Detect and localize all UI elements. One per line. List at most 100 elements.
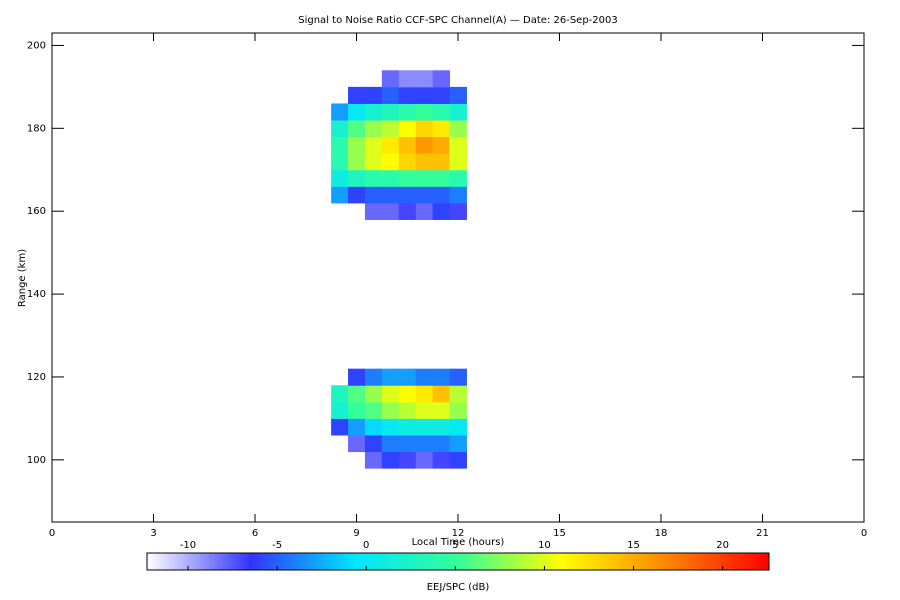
x-tick-label: 9 <box>353 528 359 539</box>
heatmap-cell <box>398 70 417 88</box>
heatmap-cell <box>348 86 366 104</box>
heatmap-cell <box>449 103 467 121</box>
heatmap-cell <box>331 186 349 204</box>
heatmap-cell <box>449 202 467 220</box>
heatmap-cell <box>381 103 400 121</box>
heatmap-cell <box>398 385 417 403</box>
heatmap-cell <box>364 120 383 138</box>
heatmap-cell <box>331 385 349 403</box>
heatmap-cell <box>449 401 467 419</box>
heatmap-cell <box>398 401 417 419</box>
heatmap-cell <box>381 70 400 88</box>
heatmap-cell <box>381 186 400 204</box>
heatmap-cell <box>432 186 451 204</box>
heatmap-cell <box>381 120 400 138</box>
heatmap-cell <box>432 86 451 104</box>
x-tick-label: 6 <box>252 528 258 539</box>
heatmap-cell <box>432 202 451 220</box>
heatmap-cell <box>348 418 366 436</box>
heatmap-cell <box>415 120 434 138</box>
heatmap-cell <box>415 103 434 121</box>
colorbar-tick-label: 10 <box>538 540 551 551</box>
heatmap-cell <box>432 169 451 187</box>
heatmap-cell <box>415 136 434 154</box>
heatmap-cell <box>432 136 451 154</box>
heatmap-cell <box>364 401 383 419</box>
heatmap-cell <box>449 368 467 386</box>
colorbar-tick-label: -10 <box>180 540 196 551</box>
heatmap-cell <box>348 120 366 138</box>
heatmap-cell <box>381 418 400 436</box>
heatmap-cell <box>331 136 349 154</box>
heatmap-cell <box>331 418 349 436</box>
heatmap-cell <box>415 385 434 403</box>
heatmap-cell <box>348 136 366 154</box>
y-tick-label: 160 <box>27 206 46 217</box>
heatmap-cell <box>381 401 400 419</box>
heatmap-cell <box>348 103 366 121</box>
heatmap-cell <box>449 169 467 187</box>
x-tick-label: 0 <box>861 528 867 539</box>
heatmap-cell <box>398 451 417 469</box>
heatmap-cell <box>331 153 349 171</box>
x-axis-label: Local Time (hours) <box>412 537 505 548</box>
heatmap-cell <box>348 368 366 386</box>
heatmap-cell <box>449 153 467 171</box>
heatmap-cell <box>415 202 434 220</box>
heatmap-cell <box>398 103 417 121</box>
heatmap-cell <box>364 186 383 204</box>
heatmap-cell <box>364 153 383 171</box>
heatmap-cell <box>381 368 400 386</box>
heatmap-cell <box>381 451 400 469</box>
heatmap-cell <box>381 153 400 171</box>
heatmap-cell <box>449 451 467 469</box>
heatmap-cell <box>331 401 349 419</box>
heatmap-cell <box>449 434 467 453</box>
heatmap-cell <box>449 418 467 436</box>
heatmap-cell <box>415 368 434 386</box>
colorbar-tick-label: -5 <box>272 540 282 551</box>
heatmap-cell <box>415 418 434 436</box>
y-axis-label: Range (km) <box>17 249 28 307</box>
heatmap-cell <box>415 86 434 104</box>
y-tick-label: 200 <box>27 40 46 51</box>
colorbar-tick-label: 5 <box>452 540 458 551</box>
heatmap-cell <box>364 103 383 121</box>
heatmap-cell <box>381 136 400 154</box>
heatmap-cell <box>432 434 451 453</box>
heatmap-cell <box>449 186 467 204</box>
x-tick-label: 12 <box>452 528 465 539</box>
heatmap-cell <box>331 103 349 121</box>
heatmap-cell <box>449 136 467 154</box>
heatmap-cell <box>432 120 451 138</box>
colorbar <box>146 552 770 571</box>
heatmap-cell <box>415 434 434 453</box>
heatmap-cell <box>364 202 383 220</box>
x-tick-label: 0 <box>49 528 55 539</box>
colorbar-label: EEJ/SPC (dB) <box>427 582 490 593</box>
heatmap-cell <box>432 451 451 469</box>
heatmap-cell <box>415 401 434 419</box>
heatmap-cell <box>381 385 400 403</box>
heatmap-cell <box>381 169 400 187</box>
heatmap-cell <box>449 86 467 104</box>
colorbar-tick-label: 15 <box>627 540 640 551</box>
chart-title: Signal to Noise Ratio CCF-SPC Channel(A)… <box>298 15 618 26</box>
heatmap-cell <box>398 169 417 187</box>
heatmap-cell <box>432 368 451 386</box>
heatmap-cell <box>364 169 383 187</box>
heatmap-cell <box>398 202 417 220</box>
heatmap-cell <box>415 153 434 171</box>
x-tick-label: 3 <box>150 528 156 539</box>
heatmap-cell <box>364 368 383 386</box>
heatmap-cell <box>398 136 417 154</box>
y-tick-label: 120 <box>27 372 46 383</box>
heatmap-cell <box>348 434 366 453</box>
heatmap-cell <box>348 169 366 187</box>
y-tick-label: 180 <box>27 123 46 134</box>
colorbar-tick-label: 20 <box>716 540 729 551</box>
heatmap-cell <box>331 169 349 187</box>
heatmap-cell <box>364 451 383 469</box>
heatmap-cell <box>432 70 451 88</box>
